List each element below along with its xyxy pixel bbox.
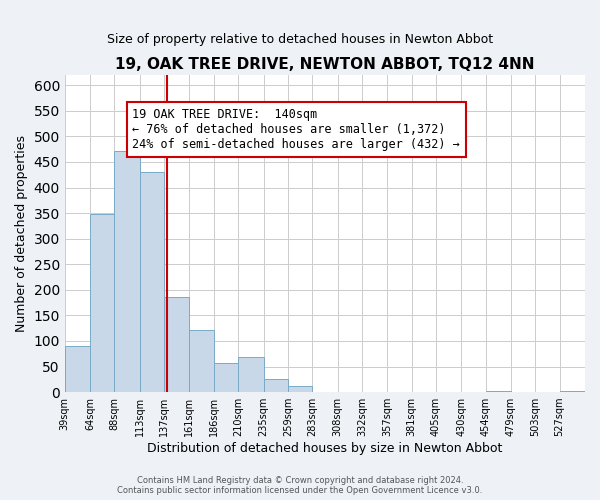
Bar	[140, 172, 164, 392]
Bar	[263, 380, 288, 392]
Bar	[115, 151, 140, 392]
Text: 19 OAK TREE DRIVE:  140sqm
← 76% of detached houses are smaller (1,372)
24% of s: 19 OAK TREE DRIVE: 140sqm ← 76% of detac…	[133, 108, 460, 152]
Bar	[485, 390, 511, 392]
Title: 19, OAK TREE DRIVE, NEWTON ABBOT, TQ12 4NN: 19, OAK TREE DRIVE, NEWTON ABBOT, TQ12 4…	[115, 58, 535, 72]
X-axis label: Distribution of detached houses by size in Newton Abbot: Distribution of detached houses by size …	[147, 442, 503, 455]
Bar	[238, 358, 263, 392]
Text: Contains HM Land Registry data © Crown copyright and database right 2024.
Contai: Contains HM Land Registry data © Crown c…	[118, 476, 482, 495]
Bar	[214, 363, 238, 392]
Bar	[188, 330, 214, 392]
Text: Size of property relative to detached houses in Newton Abbot: Size of property relative to detached ho…	[107, 32, 493, 46]
Bar	[90, 214, 115, 392]
Bar	[560, 390, 585, 392]
Bar	[65, 346, 90, 392]
Bar	[288, 386, 312, 392]
Bar	[164, 298, 188, 392]
Y-axis label: Number of detached properties: Number of detached properties	[15, 135, 28, 332]
